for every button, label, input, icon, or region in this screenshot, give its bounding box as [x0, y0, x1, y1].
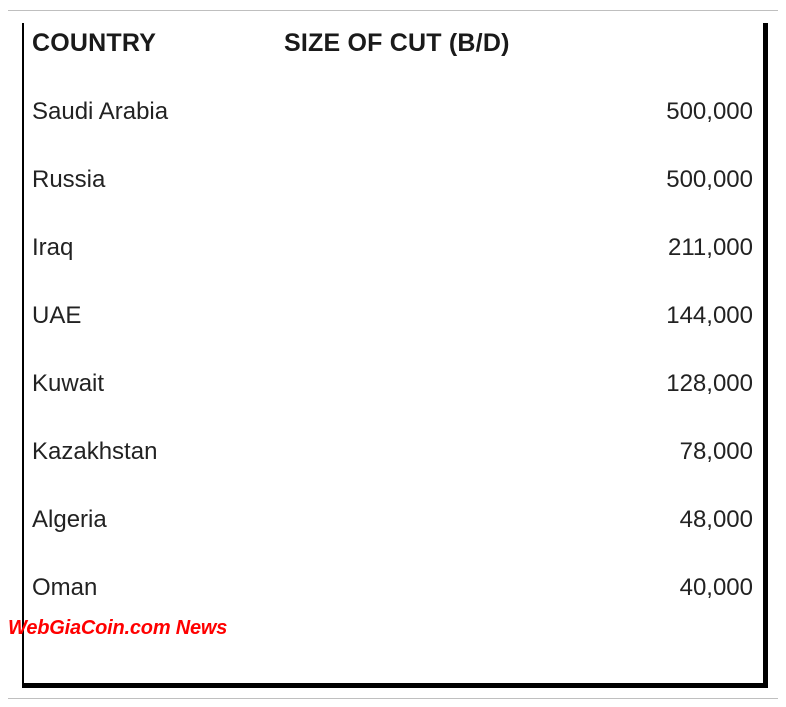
- cell-country: Algeria: [32, 506, 680, 534]
- table-row: Iraq 211,000: [32, 214, 753, 282]
- watermark-text: WebGiaCoin.com News: [8, 617, 227, 640]
- cell-value: 48,000: [680, 506, 753, 534]
- cell-country: Oman: [32, 574, 680, 602]
- outer-frame: COUNTRY SIZE OF CUT (B/D) Saudi Arabia 5…: [8, 10, 778, 699]
- cell-country: Saudi Arabia: [32, 98, 666, 126]
- cell-country: UAE: [32, 302, 666, 330]
- cell-value: 500,000: [666, 98, 753, 126]
- table-row: Saudi Arabia 500,000: [32, 78, 753, 146]
- cell-value: 500,000: [666, 166, 753, 194]
- table-row: UAE 144,000: [32, 282, 753, 350]
- table-row: Kazakhstan 78,000: [32, 418, 753, 486]
- cell-country: Russia: [32, 166, 666, 194]
- cell-value: 128,000: [666, 370, 753, 398]
- cell-value: 144,000: [666, 302, 753, 330]
- table-row: Kuwait 128,000: [32, 350, 753, 418]
- cell-country: Kuwait: [32, 370, 666, 398]
- header-country: COUNTRY: [32, 29, 284, 58]
- table-row: Oman 40,000: [32, 554, 753, 622]
- header-size: SIZE OF CUT (B/D): [284, 29, 753, 58]
- cell-value: 78,000: [680, 438, 753, 466]
- table-header-row: COUNTRY SIZE OF CUT (B/D): [32, 29, 753, 58]
- cell-value: 40,000: [680, 574, 753, 602]
- table-row: Russia 500,000: [32, 146, 753, 214]
- cell-country: Kazakhstan: [32, 438, 680, 466]
- cell-country: Iraq: [32, 234, 668, 262]
- table-row: Algeria 48,000: [32, 486, 753, 554]
- cell-value: 211,000: [668, 234, 753, 262]
- cuts-table: COUNTRY SIZE OF CUT (B/D) Saudi Arabia 5…: [22, 23, 768, 688]
